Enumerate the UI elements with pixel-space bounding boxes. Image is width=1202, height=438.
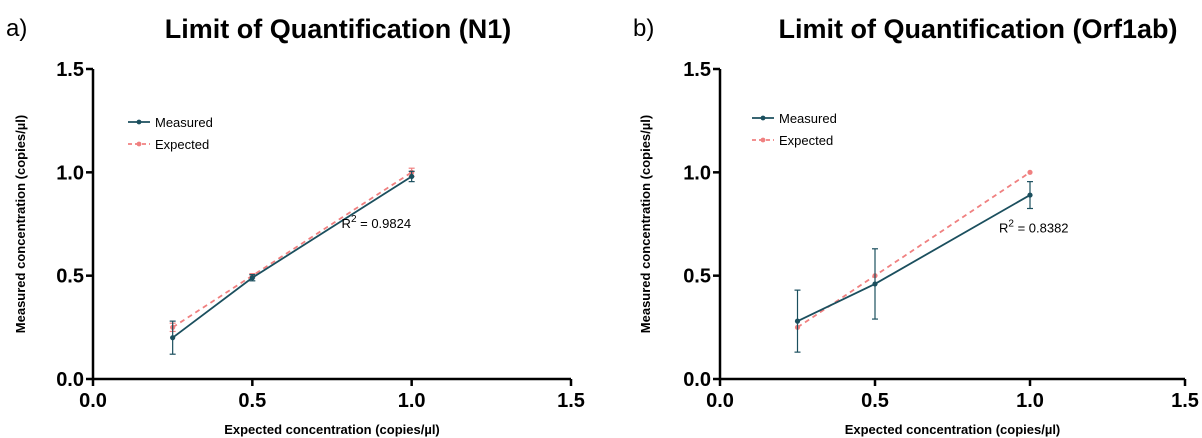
y-tick-label: 0.5 [56,266,84,288]
x-tick-label: 0.5 [861,390,889,412]
chart-panel: b) Limit of Quantification (Orf1ab) 0.0 0.5… [633,14,1199,437]
x-tick-label: 0.5 [238,390,266,412]
data-point [872,281,878,287]
x-tick-label: 1.5 [1171,390,1199,412]
y-tick-label: 1.5 [683,59,711,81]
legend-label: Measured [779,111,837,126]
legend-swatch-marker [760,137,766,143]
x-tick-label: 0.0 [79,390,107,412]
y-tick-label: 0.0 [683,369,711,391]
series-line [797,194,1031,322]
y-tick-label: 0.5 [683,266,711,288]
data-point [794,318,801,324]
data-point [1027,192,1033,198]
x-tick-label: 1.0 [398,390,426,412]
y-axis-label: Measured concentration (copies/µl) [638,115,653,333]
legend-swatch-marker [136,119,142,125]
x-tick-label: 0.0 [706,390,734,412]
series-line [172,175,413,339]
legend-label: Expected [779,133,833,148]
x-axis-label: Expected concentration (copies/µl) [224,422,440,437]
legend-label: Expected [155,137,209,152]
legend-swatch-marker [760,115,766,121]
chart-panel: a) Limit of Quantification (N1) 0.0 0.5 1.0 1… [6,14,585,437]
chart-title: Limit of Quantification (N1) [165,14,511,44]
chart-title: Limit of Quantification (Orf1ab) [779,14,1178,44]
legend-label: Measured [155,115,213,130]
y-tick-label: 1.0 [683,162,711,184]
panel-letter: a) [6,15,27,42]
series-line [172,171,413,329]
y-tick-label: 1.0 [56,162,84,184]
y-tick-label: 1.5 [56,59,84,81]
r-squared-annotation: R2 = 0.8382 [999,218,1069,235]
y-tick-label: 0.0 [56,369,84,391]
x-tick-label: 1.0 [1016,390,1044,412]
data-point [409,173,415,180]
data-point [1027,169,1033,175]
legend-swatch-marker [136,141,142,147]
data-point [170,335,176,341]
panel-letter: b) [633,15,654,42]
r-squared-annotation: R2 = 0.9824 [342,214,412,231]
x-axis-label: Expected concentration (copies/µl) [845,422,1061,437]
x-tick-label: 1.5 [557,390,585,412]
y-axis-label: Measured concentration (copies/µl) [13,115,28,333]
data-point [249,275,255,281]
